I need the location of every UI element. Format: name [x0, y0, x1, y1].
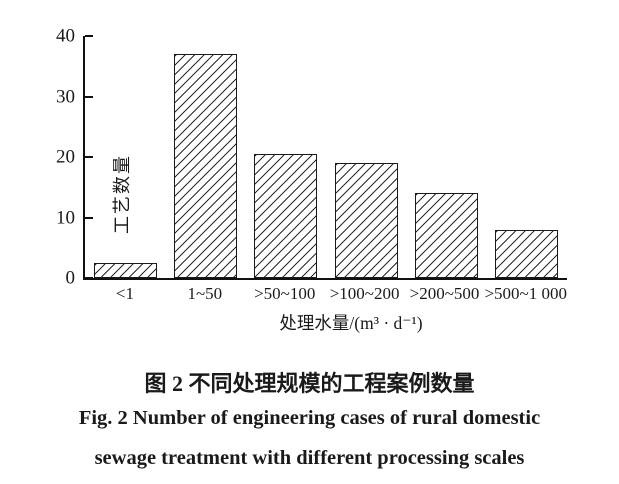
bar-slot: [326, 36, 406, 278]
y-tick-label: 20: [56, 146, 75, 168]
bar: [334, 163, 398, 278]
y-tick-label: 10: [56, 207, 75, 228]
bar-slot: [406, 36, 486, 278]
y-tick-label: 30: [56, 86, 75, 107]
x-axis-title: 处理水量/(m³ · d⁻¹): [279, 313, 423, 333]
x-tick-label: <1: [115, 284, 134, 303]
bar-slot: [165, 36, 245, 278]
caption-english-line1: Fig. 2 Number of engineering cases of ru…: [78, 407, 541, 429]
y-tick-mark: [85, 216, 93, 219]
x-tick-label: >50~100: [254, 284, 316, 303]
y-tick-mark: [85, 156, 93, 158]
y-tick-label: 0: [65, 267, 76, 289]
caption-chinese: 图 2 不同处理规模的工程案例数量: [144, 371, 475, 396]
caption-english-line2: sewage treatment with different processi…: [94, 447, 525, 469]
bar: [495, 229, 559, 278]
bar: [173, 54, 237, 278]
x-tick-label: 1~50: [187, 284, 223, 303]
x-axis-tick-labels: <1 1~50 >50~100 >100~200 >200~500 >500~1 000: [85, 284, 567, 304]
bar-slot: [85, 36, 165, 278]
bar-slot: [246, 36, 326, 278]
bar-slot: [487, 36, 567, 278]
y-tick-mark: [85, 35, 93, 37]
y-tick-mark: [85, 277, 93, 279]
x-tick-label: >500~1 000: [484, 284, 567, 303]
y-tick-mark: [85, 95, 93, 98]
bar: [414, 193, 478, 278]
x-tick-label: >200~500: [409, 284, 480, 303]
bars: [85, 36, 567, 278]
bar: [254, 153, 318, 278]
y-tick-label: 40: [56, 25, 75, 47]
plot-area: 工艺数量 0 10 20 30 40: [56, 27, 567, 288]
x-tick-label: >100~200: [329, 284, 400, 303]
bar: [93, 262, 157, 278]
